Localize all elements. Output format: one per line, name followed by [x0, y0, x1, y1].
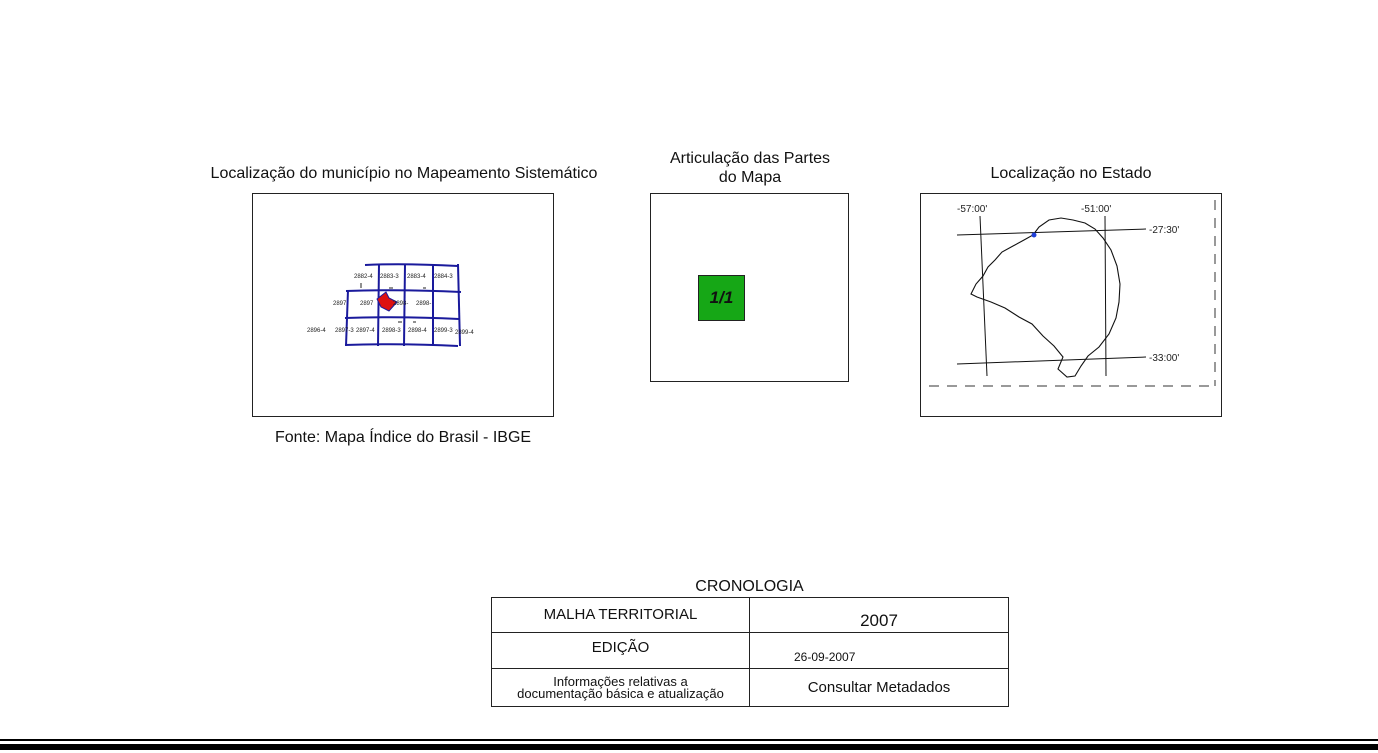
grid-label: 2899-4	[455, 330, 474, 336]
parallel-bottom	[956, 356, 1147, 365]
mapeamento-source: Fonte: Mapa Índice do Brasil - IBGE	[274, 429, 532, 446]
grid-h-3	[344, 316, 460, 320]
row-label-line2: documentação básica e atualização	[517, 685, 724, 701]
grid-v-5	[457, 263, 461, 347]
municipio-location-point	[1031, 232, 1037, 238]
mapeamento-index-map: 2882-4 2883-3 2883-4 2884-3 2897 2897 28…	[307, 263, 474, 347]
state-outline	[970, 217, 1121, 378]
grid-label: 2897	[333, 301, 347, 307]
row-label: EDIÇÃO	[491, 632, 750, 669]
articulacao-title-line2: do Mapa	[718, 169, 782, 186]
index-grid	[344, 263, 462, 347]
row-value: Consultar Metadados	[749, 668, 1009, 707]
row-label: Informações relativas a documentação bás…	[491, 668, 750, 707]
grid-label: 2882-4	[354, 274, 373, 280]
map-part-label: 1/1	[709, 288, 734, 307]
row-value: 26-09-2007	[749, 632, 1009, 669]
frame-line-thick	[0, 744, 1378, 750]
parallel-top	[956, 228, 1147, 236]
table-row: EDIÇÃO 26-09-2007	[491, 632, 1009, 669]
mapeamento-title: Localização do município no Mapeamento S…	[210, 165, 598, 182]
lon-right-label: -51:00'	[1081, 204, 1111, 215]
meridian-right	[1104, 215, 1107, 377]
mapeamento-map-frame: 2882-4 2883-3 2883-4 2884-3 2897 2897 28…	[252, 193, 554, 417]
grid-label: 2897-3	[335, 328, 354, 334]
articulacao-frame: 1/1	[650, 193, 849, 382]
articulacao-title-line1: Articulação das Partes	[669, 150, 831, 167]
grid-label: 2883-4	[407, 274, 426, 280]
grid-v-2	[377, 263, 380, 347]
grid-label: 2883-3	[380, 274, 399, 280]
grid-label: 2898-4	[408, 328, 427, 334]
table-row: MALHA TERRITORIAL 2007	[491, 597, 1009, 633]
estado-map-frame: -57:00' -51:00' -27:30' -33:00'	[920, 193, 1222, 417]
grid-label: 2898-	[393, 301, 408, 307]
row-label: MALHA TERRITORIAL	[491, 597, 750, 633]
frame-line-thin	[0, 739, 1378, 741]
estado-title: Localização no Estado	[990, 165, 1152, 182]
grid-label: 2896-4	[307, 328, 326, 334]
table-row: Informações relativas a documentação bás…	[491, 668, 1009, 707]
grid-v-1	[345, 289, 349, 347]
municipio-shape	[376, 291, 398, 312]
grid-tick-marks	[360, 283, 426, 323]
grid-label: 2898-	[416, 301, 431, 307]
cronologia-table: MALHA TERRITORIAL 2007 EDIÇÃO 26-09-2007…	[491, 597, 1009, 707]
lat-top-label: -27:30'	[1149, 225, 1179, 236]
lat-bottom-label: -33:00'	[1149, 353, 1179, 364]
map-part-1[interactable]: 1/1	[698, 275, 745, 321]
graticule	[956, 215, 1147, 377]
cronologia-title: CRONOLOGIA	[695, 578, 804, 595]
grid-v-3	[403, 263, 406, 347]
grid-label: 2899-3	[434, 328, 453, 334]
grid-label: 2898-3	[382, 328, 401, 334]
grid-label: 2884-3	[434, 274, 453, 280]
grid-labels: 2882-4 2883-3 2883-4 2884-3 2897 2897 28…	[307, 274, 474, 336]
lon-left-label: -57:00'	[957, 204, 987, 215]
grid-h-4	[344, 343, 459, 347]
row-label-line1: Informações relativas a	[553, 673, 688, 689]
grid-label: 2897-4	[356, 328, 375, 334]
grid-label: 2897	[360, 301, 374, 307]
grid-h-1	[364, 263, 459, 267]
meridian-left	[979, 215, 988, 377]
dashed-boundary	[929, 200, 1216, 387]
grid-h-2	[345, 289, 462, 293]
row-value: 2007	[749, 597, 1009, 633]
estado-map: -57:00' -51:00' -27:30' -33:00'	[929, 200, 1216, 387]
coordinate-labels: -57:00' -51:00' -27:30' -33:00'	[957, 204, 1179, 364]
